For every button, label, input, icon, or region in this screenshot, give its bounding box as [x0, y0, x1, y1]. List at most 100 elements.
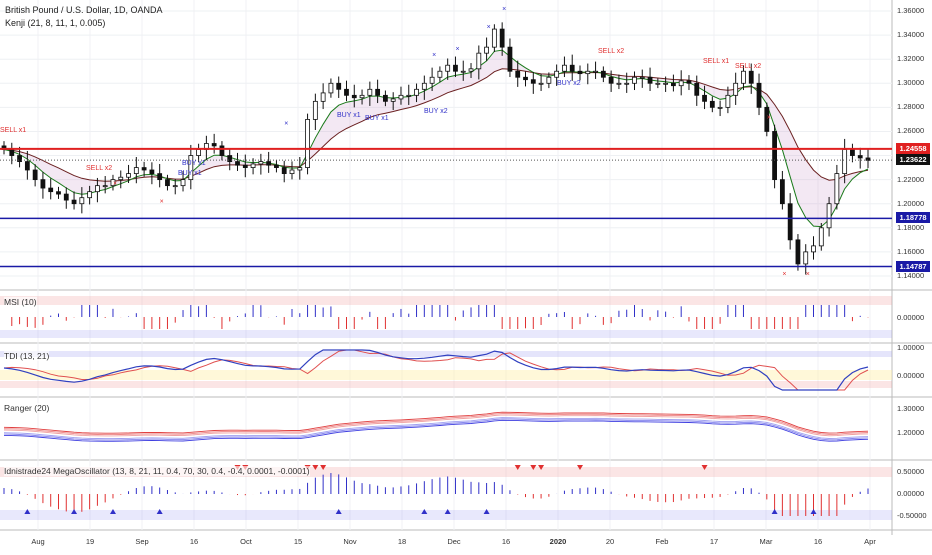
date-tick-label: 16: [189, 537, 199, 546]
candle-body: [383, 94, 388, 102]
candle-body: [351, 94, 357, 99]
candle-body: [157, 173, 163, 181]
date-tick-label: Mar: [759, 537, 773, 546]
buy-triangle: [24, 509, 31, 514]
candle-body: [484, 46, 489, 54]
candle-body: [445, 64, 451, 72]
candle-body: [235, 161, 240, 166]
mega-tick-label: 0.50000: [897, 467, 925, 476]
candle-body: [787, 203, 793, 241]
ranger-band-line: [3, 414, 869, 437]
ranger-pane-title[interactable]: Ranger (20): [4, 403, 50, 413]
candle-body: [772, 131, 777, 181]
msi-upper-band: [0, 296, 892, 305]
candle-body: [834, 173, 840, 205]
sell-triangle: [514, 465, 521, 470]
price-tick-label: 1.30000: [897, 78, 925, 88]
ranger-band-line: [3, 419, 869, 442]
msi-tick-label: 0.00000: [897, 313, 925, 322]
date-tick-label: 20: [605, 537, 615, 546]
signal-star: ×: [767, 114, 771, 121]
candle-body: [95, 185, 100, 193]
price-tag: 1.24558: [896, 142, 930, 154]
signal-star: ×: [455, 46, 459, 53]
candle-body: [305, 119, 310, 168]
mega-tick-label: 0.00000: [897, 489, 925, 498]
candle-body: [421, 82, 427, 90]
candle-body: [141, 167, 147, 171]
mega-upper-band: [0, 467, 892, 477]
date-tick-label: Aug: [31, 537, 45, 546]
candle-body: [826, 203, 832, 229]
date-tick-label: 18: [397, 537, 407, 546]
candle-body: [569, 64, 575, 72]
date-tick-label: 16: [501, 537, 511, 546]
candle-body: [219, 145, 225, 156]
signal-sell-label: SELL x1: [0, 127, 27, 134]
mega-tick-label: -0.50000: [897, 511, 927, 520]
signal-sell-label: SELL x2: [86, 165, 113, 172]
date-tick-label: 16: [813, 537, 823, 546]
candle-body: [733, 82, 739, 96]
candle-body: [281, 167, 287, 175]
candle-body: [9, 149, 15, 156]
date-tick-label: Nov: [343, 537, 357, 546]
sell-triangle: [577, 465, 583, 470]
buy-triangle: [810, 509, 817, 514]
candle-body: [655, 82, 661, 85]
signal-star: ×: [113, 181, 117, 188]
candle-body: [671, 82, 676, 87]
candle-body: [126, 173, 131, 178]
price-tick-label: 1.20000: [897, 198, 925, 208]
buy-triangle: [156, 509, 163, 514]
candle-body: [320, 92, 326, 102]
candle-body: [172, 185, 178, 188]
candle-body: [406, 94, 412, 97]
buy-triangle: [71, 509, 78, 514]
ranger-tick-label: 1.30000: [897, 404, 925, 413]
signal-sell-label: SELL x2: [598, 48, 625, 55]
candle-body: [266, 161, 272, 166]
candle-body: [429, 76, 435, 84]
candle-body: [803, 251, 809, 265]
candle-body: [515, 70, 521, 78]
ranger-band-line: [3, 418, 869, 441]
candle-body: [624, 82, 630, 85]
price-tick-label: 1.22000: [897, 174, 925, 184]
candle-body: [811, 245, 816, 253]
ranger-band-line: [3, 417, 869, 440]
candle-body: [48, 187, 54, 193]
tdi-pane-title[interactable]: TDI (13, 21): [4, 351, 50, 361]
date-tick-label: Dec: [447, 537, 461, 546]
candle-body: [593, 70, 598, 73]
ranger-tick-label: 1.20000: [897, 428, 925, 437]
ema-cloud: [4, 50, 868, 227]
candle-body: [616, 82, 622, 85]
price-tick-label: 1.16000: [897, 246, 925, 256]
signal-buy-label: BUY x1: [182, 160, 206, 167]
date-tick-label: 19: [85, 537, 95, 546]
buy-triangle: [483, 509, 490, 514]
candle-body: [328, 82, 334, 94]
mega-oscillator-pane-title[interactable]: Idnistrade24 MegaOscillator (13, 8, 21, …: [4, 466, 310, 476]
price-tick-label: 1.34000: [897, 30, 925, 40]
sell-triangle: [530, 465, 537, 470]
date-tick-label: 2020: [549, 537, 567, 546]
tdi-upper-band: [0, 351, 892, 357]
candle-body: [632, 76, 637, 84]
candle-body: [437, 70, 443, 78]
candle-body: [554, 70, 560, 78]
date-tick-label: Sep: [135, 537, 149, 546]
candle-body: [523, 76, 528, 81]
candle-body: [56, 191, 61, 195]
candle-body: [491, 28, 497, 48]
candle-body: [367, 88, 373, 96]
candle-body: [32, 169, 38, 181]
signal-buy-label: BUY x1: [365, 115, 389, 122]
candle-body: [149, 169, 155, 175]
msi-pane-title[interactable]: MSI (10): [4, 297, 37, 307]
sell-triangle: [312, 465, 319, 470]
candle-body: [663, 82, 669, 85]
